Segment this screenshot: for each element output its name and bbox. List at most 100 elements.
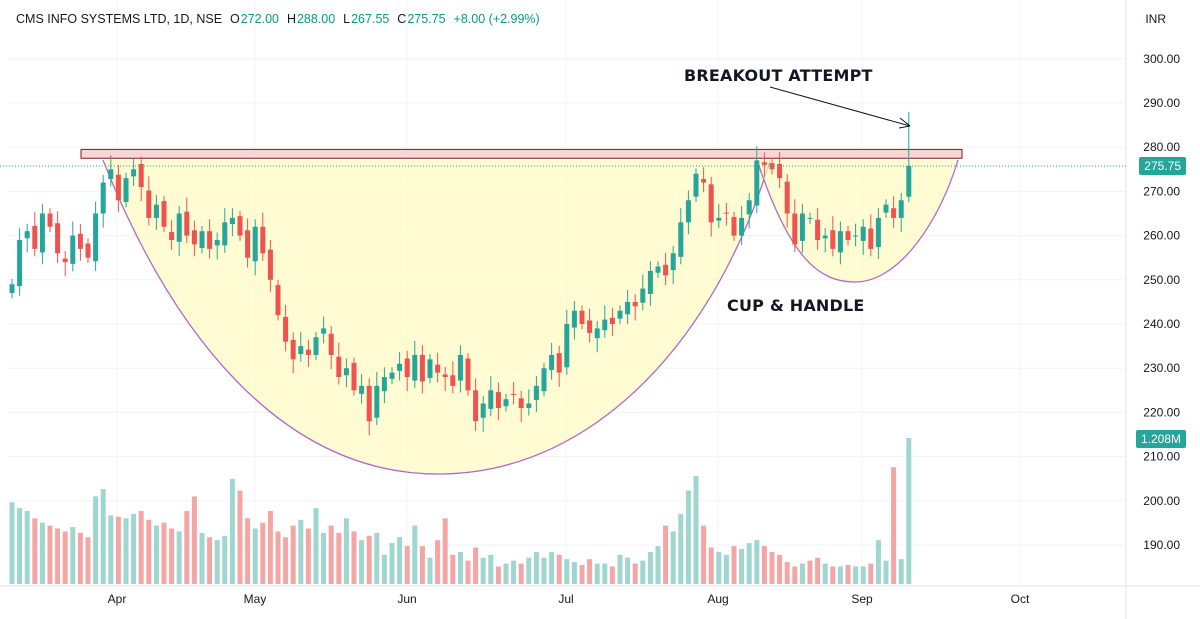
volume-bar — [617, 554, 623, 584]
candle-body — [716, 217, 722, 221]
candle-body — [480, 403, 486, 418]
candle-body — [678, 222, 684, 257]
candle-body — [632, 301, 638, 307]
candle-body — [503, 399, 509, 407]
volume-bar — [275, 531, 281, 584]
volume-bar — [488, 554, 494, 584]
volume-bar — [93, 496, 99, 584]
candle-body — [685, 200, 691, 223]
handle-curve — [756, 159, 959, 283]
candle-body — [343, 368, 349, 376]
volume-bar — [397, 537, 403, 584]
time-axis[interactable]: Apr May Jun Jul Aug Sep Oct — [108, 592, 1030, 606]
low-label: L — [343, 12, 351, 26]
volume-bar — [381, 554, 387, 584]
candle-body — [723, 212, 729, 214]
candle-body — [214, 240, 220, 246]
candle-body — [47, 213, 53, 227]
volume-bar — [351, 531, 357, 584]
volume-bar — [366, 535, 372, 584]
volume-bar — [632, 563, 638, 584]
candle-body — [100, 182, 106, 214]
price-tick-label: 210.00 — [1143, 450, 1180, 464]
volume-bar — [587, 559, 593, 584]
volume-bar — [769, 551, 775, 584]
volume-bar — [199, 532, 205, 584]
volume-bar — [579, 565, 585, 584]
volume-bar — [161, 522, 167, 584]
candle-body — [9, 284, 15, 294]
volume-bar — [427, 557, 433, 584]
price-tick-label: 250.00 — [1143, 273, 1180, 287]
volume-bar — [716, 551, 722, 584]
candle-body — [511, 393, 517, 395]
candle-body — [518, 398, 524, 408]
volume-bar — [891, 467, 897, 584]
volume-bar — [815, 557, 821, 584]
volume-bar — [412, 525, 418, 584]
candle-body — [321, 328, 327, 334]
volume-bar — [526, 557, 532, 584]
volume-bar — [214, 540, 220, 584]
volume-bar — [283, 537, 289, 584]
volume-bar — [328, 525, 334, 584]
volume-bar — [480, 557, 486, 584]
candle-body — [640, 288, 646, 303]
price-candles — [9, 111, 912, 436]
volume-bar — [435, 540, 441, 584]
cup-fill — [103, 160, 770, 475]
price-tick-label: 270.00 — [1143, 184, 1180, 198]
price-tick-label: 290.00 — [1143, 96, 1180, 110]
candle-body — [138, 163, 144, 187]
volume-bar — [138, 511, 144, 584]
volume-bar — [77, 532, 83, 584]
volume-bar — [655, 546, 661, 584]
candle-body — [647, 270, 653, 294]
symbol-title: CMS INFO SYSTEMS LTD, 1D, NSE — [16, 12, 223, 26]
candle-body — [283, 316, 289, 342]
volume-bar — [62, 531, 68, 584]
candle-body — [199, 231, 205, 248]
candle-body — [792, 213, 798, 245]
low-value: 267.55 — [351, 12, 390, 26]
candle-body — [488, 390, 494, 409]
candle-body — [108, 169, 114, 180]
price-axis[interactable]: 300.00 290.00 280.00 270.00 260.00 250.00 240.… — [1143, 52, 1180, 552]
time-tick-label: May — [244, 592, 267, 606]
price-tick-label: 280.00 — [1143, 140, 1180, 154]
chart-overlay — [0, 86, 1126, 167]
candle-body — [146, 190, 152, 218]
candle-body — [62, 258, 68, 263]
candle-body — [366, 385, 372, 422]
breakout-arrow-line — [769, 86, 911, 127]
candle-body — [655, 266, 661, 273]
candle-body — [883, 204, 889, 213]
volume-bar — [503, 563, 509, 584]
volume-bar — [693, 475, 699, 584]
candle-body — [313, 337, 319, 355]
volume-bar — [495, 566, 501, 584]
volume-bar — [404, 546, 410, 584]
volume-bar — [678, 513, 684, 584]
candle-body — [351, 362, 357, 391]
candle-body — [860, 226, 866, 241]
volume-bar — [739, 548, 745, 584]
candle-body — [625, 301, 631, 315]
candle-body — [93, 213, 99, 262]
change-value: +8.00 (+2.99%) — [453, 12, 540, 26]
candle-body — [305, 349, 311, 355]
volume-bar — [860, 566, 866, 584]
candle-body — [70, 235, 76, 264]
candle-body — [739, 217, 745, 236]
currency-label: INR — [1145, 12, 1166, 26]
volume-bar — [450, 554, 456, 584]
candle-body — [457, 354, 463, 381]
volume-bar — [321, 532, 327, 584]
volume-bar — [746, 543, 752, 584]
breakout-annotation: BREAKOUT ATTEMPT — [684, 66, 873, 85]
volume-bars — [9, 438, 912, 584]
candle-body — [875, 217, 881, 248]
price-tick-label: 190.00 — [1143, 538, 1180, 552]
volume-bar — [207, 537, 213, 584]
